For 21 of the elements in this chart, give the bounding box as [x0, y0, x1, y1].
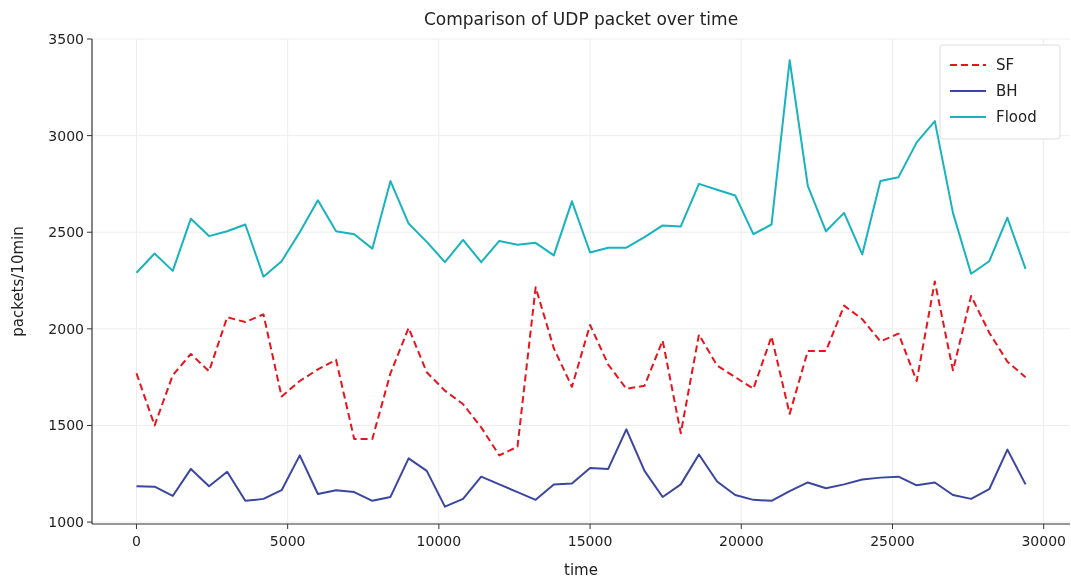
- line-series: [135, 428, 1027, 508]
- y-tick-label: 3000: [48, 127, 84, 144]
- chart-title: Comparison of UDP packet over time: [423, 9, 739, 29]
- y-axis-title: packets/10min: [9, 226, 27, 337]
- legend-label: SF: [996, 56, 1015, 75]
- x-axis-title: time: [564, 561, 598, 579]
- x-tick-label: 0: [131, 533, 141, 549]
- y-tick-label: 1500: [48, 417, 84, 434]
- line-series: [135, 280, 1027, 457]
- y-tick-label: 2500: [48, 224, 84, 241]
- x-tick-label: 15000: [567, 533, 613, 549]
- x-tick-label: 10000: [416, 533, 462, 549]
- y-tick-label: 1000: [48, 513, 84, 530]
- x-tick-label: 5000: [269, 533, 306, 549]
- x-tick-label: 30000: [1021, 533, 1066, 549]
- y-tick-label: 2000: [48, 320, 84, 337]
- legend-label: Flood: [996, 108, 1037, 127]
- x-tick-label: 20000: [719, 533, 764, 549]
- legend-label: BH: [996, 82, 1018, 101]
- y-tick-label: 3500: [48, 30, 84, 47]
- x-tick-label: 25000: [870, 533, 915, 549]
